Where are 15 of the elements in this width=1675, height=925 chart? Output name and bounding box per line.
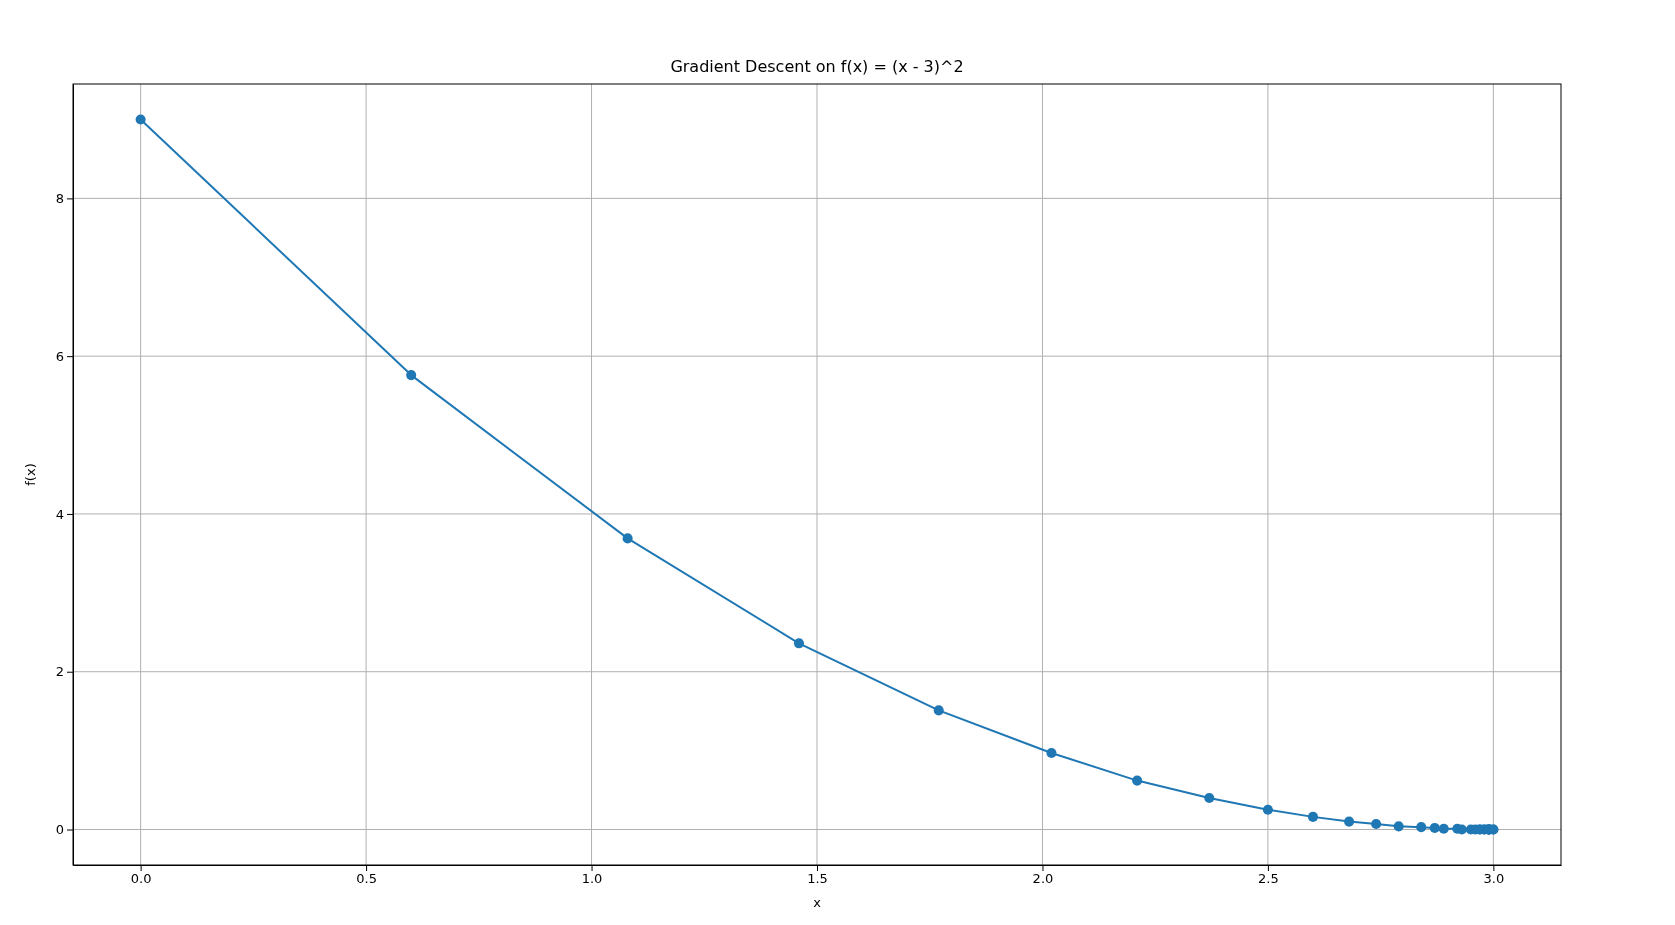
x-tick-label: 0.5 <box>356 871 377 887</box>
x-tick-label: 2.0 <box>1032 871 1054 887</box>
y-tick-label: 4 <box>55 506 64 522</box>
x-tick-label: 0.0 <box>130 871 152 887</box>
y-tick-label: 2 <box>55 664 64 680</box>
chart-title: Gradient Descent on f(x) = (x - 3)^2 <box>670 57 964 76</box>
y-axis-title: f(x) <box>23 463 38 486</box>
y-tick-label: 0 <box>55 822 64 838</box>
x-axis-title: x <box>813 895 822 910</box>
x-tick-label: 1.0 <box>581 871 603 887</box>
y-tick-label: 8 <box>55 191 64 207</box>
x-tick-label: 3.0 <box>1483 871 1505 887</box>
y-tick-label: 6 <box>55 348 64 364</box>
x-tick-label: 1.5 <box>807 871 828 887</box>
x-tick-label: 2.5 <box>1258 871 1279 887</box>
